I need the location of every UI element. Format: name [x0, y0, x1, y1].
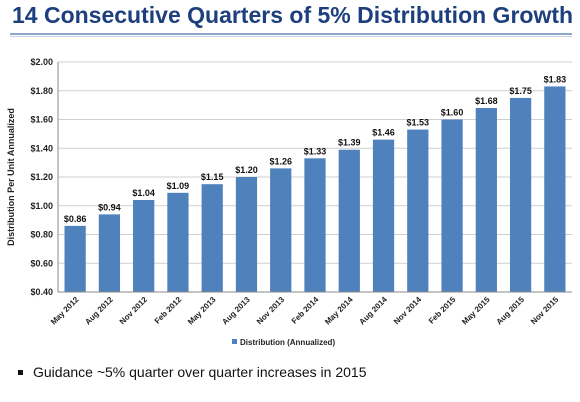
- bar-value-label: $1.33: [304, 146, 327, 156]
- title-divider: [10, 33, 572, 35]
- bar-value-label: $1.75: [509, 86, 532, 96]
- y-tick-label: $1.00: [30, 201, 53, 211]
- bar: [133, 200, 155, 292]
- bar: [201, 184, 223, 292]
- bar-value-label: $0.94: [98, 202, 121, 212]
- legend: Distribution (Annualized): [232, 338, 335, 347]
- y-tick-label: $1.60: [30, 115, 53, 125]
- x-tick-label: Aug 2012: [83, 295, 115, 327]
- x-tick-label: Aug 2015: [494, 295, 526, 327]
- y-tick-label: $0.80: [30, 230, 53, 240]
- y-tick-label: $0.40: [30, 287, 53, 297]
- bar-value-label: $1.46: [372, 128, 395, 138]
- x-tick-label: Nov 2013: [255, 295, 287, 327]
- bar-value-label: $1.60: [441, 108, 464, 118]
- x-tick-label: Feb 2014: [290, 295, 321, 326]
- bar-value-label: $1.53: [407, 118, 430, 128]
- bar-value-label: $1.83: [544, 74, 567, 84]
- bullet-icon: [18, 369, 23, 375]
- y-tick-label: $1.80: [30, 86, 53, 96]
- bar: [338, 149, 360, 292]
- bar-value-label: $1.04: [132, 188, 155, 198]
- bar: [475, 108, 497, 292]
- x-tick-label: Feb 2015: [427, 295, 458, 326]
- page-title: 14 Consecutive Quarters of 5% Distributi…: [12, 2, 574, 28]
- distribution-bar-chart: $0.86 $0.94 $1.04 $1.09 $1.15 $1.20 $1.26 $1.33…: [6, 57, 572, 347]
- bar: [509, 97, 532, 292]
- y-axis-title: Distribution Per Unit Annualized: [6, 108, 16, 246]
- y-tick-label: $0.60: [30, 258, 53, 268]
- bar: [441, 119, 463, 292]
- bar-value-label: $1.39: [338, 138, 361, 148]
- legend-swatch: [232, 339, 237, 344]
- bar: [270, 168, 292, 292]
- bar: [407, 129, 429, 292]
- x-tick-label: May 2015: [460, 295, 492, 327]
- x-tick-label: Aug 2014: [357, 295, 389, 327]
- bar: [235, 177, 258, 292]
- bar-value-label: $1.15: [201, 172, 224, 182]
- bar: [304, 158, 326, 292]
- x-tick-label: Nov 2014: [392, 295, 424, 327]
- guidance-text: Guidance ~5% quarter over quarter increa…: [33, 364, 367, 380]
- bar: [64, 225, 86, 292]
- x-tick-label: Nov 2012: [118, 295, 150, 327]
- x-tick-label: Feb 2012: [153, 295, 184, 326]
- x-tick-label: May 2014: [323, 295, 355, 327]
- y-tick-label: $1.40: [30, 143, 53, 153]
- guidance-bullet: Guidance ~5% quarter over quarter increa…: [18, 364, 366, 380]
- y-tick-label: $2.00: [30, 57, 53, 67]
- bar: [98, 214, 121, 292]
- bar-value-label: $1.26: [269, 156, 292, 166]
- bar-value-label: $1.09: [167, 181, 190, 191]
- x-tick-label: May 2012: [49, 295, 81, 327]
- x-tick-label: Nov 2015: [529, 295, 561, 327]
- bar-value-label: $1.20: [235, 165, 258, 175]
- bar-value-label: $0.86: [64, 214, 87, 224]
- bar: [544, 86, 566, 292]
- bars: $0.86 $0.94 $1.04 $1.09 $1.15 $1.20 $1.26 $1.33…: [64, 74, 566, 292]
- bar: [167, 192, 189, 292]
- bar-value-label: $1.68: [475, 96, 498, 106]
- title-divider-thin: [10, 36, 572, 37]
- bar: [372, 139, 395, 292]
- x-tick-label: May 2013: [186, 295, 218, 327]
- legend-label: Distribution (Annualized): [240, 338, 335, 347]
- x-tick-label: Aug 2013: [220, 295, 252, 327]
- y-tick-label: $1.20: [30, 172, 53, 182]
